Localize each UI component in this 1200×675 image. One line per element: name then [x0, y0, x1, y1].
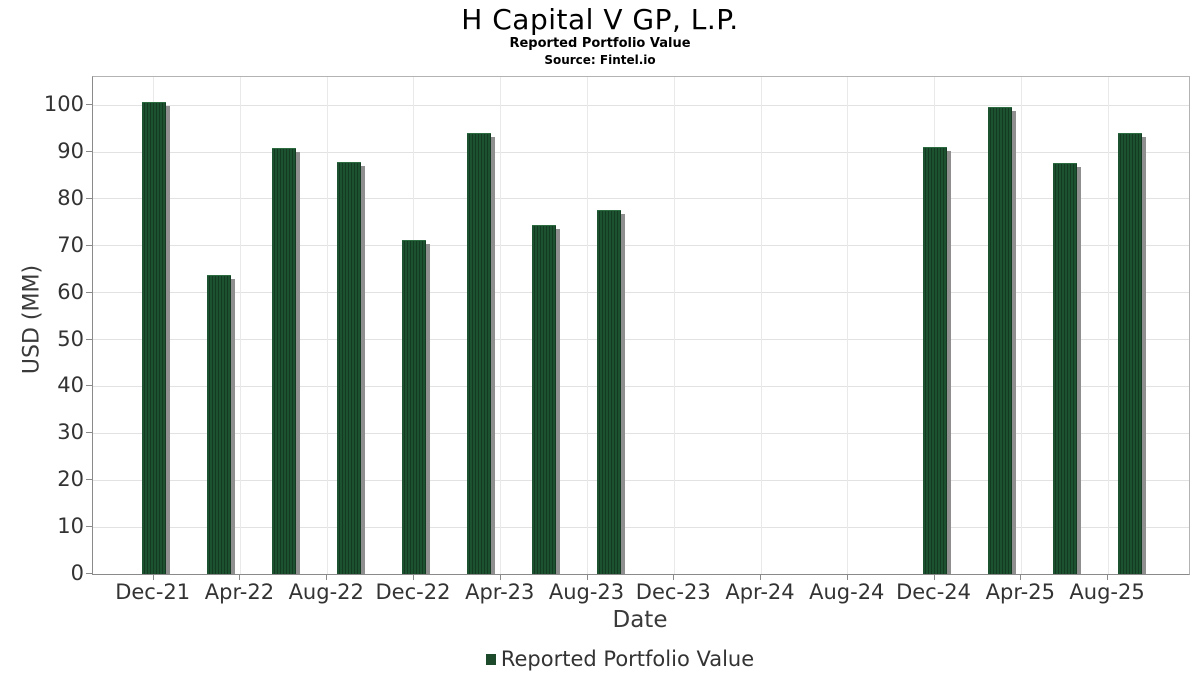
- y-tick-label: 50: [57, 326, 84, 351]
- x-tick-label: Dec-23: [635, 580, 711, 604]
- chart-source: Source: Fintel.io: [544, 53, 656, 67]
- legend-label: Reported Portfolio Value: [500, 647, 755, 671]
- v-gridline: [239, 77, 241, 574]
- x-tick-label: Aug-22: [288, 580, 364, 604]
- y-tick-mark: [86, 385, 92, 387]
- v-gridline: [1107, 77, 1109, 574]
- h-gridline: [93, 104, 1189, 106]
- v-gridline: [500, 77, 502, 574]
- v-gridline: [847, 77, 849, 574]
- bar-mar-23: [467, 132, 492, 574]
- chart-subtitle: Reported Portfolio Value: [509, 36, 691, 51]
- v-gridline: [326, 77, 328, 574]
- x-tick-mark: [152, 574, 154, 580]
- x-tick-label: Dec-22: [375, 580, 451, 604]
- v-gridline: [760, 77, 762, 574]
- x-tick-mark: [586, 574, 588, 580]
- h-gridline: [93, 479, 1189, 481]
- x-tick-label: Dec-21: [115, 580, 191, 604]
- x-axis-title: Date: [612, 607, 668, 633]
- v-gridline: [673, 77, 675, 574]
- x-tick-mark: [846, 574, 848, 580]
- x-tick-mark: [412, 574, 414, 580]
- y-tick-label: 90: [57, 139, 84, 164]
- bar-jun-22: [271, 148, 296, 574]
- plot-area: [92, 76, 1190, 575]
- x-tick-mark: [1107, 574, 1109, 580]
- h-gridline: [93, 385, 1189, 387]
- x-tick-mark: [933, 574, 935, 580]
- x-tick-label: Dec-24: [896, 580, 971, 604]
- x-tick-mark: [673, 574, 675, 580]
- y-tick-mark: [86, 432, 92, 434]
- bar-jun-23: [532, 225, 557, 574]
- y-tick-mark: [86, 151, 92, 153]
- y-tick-label: 10: [57, 514, 84, 539]
- x-tick-label: Apr-25: [985, 580, 1055, 604]
- y-tick-mark: [86, 338, 92, 340]
- h-gridline: [93, 151, 1189, 153]
- x-tick-mark: [760, 574, 762, 580]
- h-gridline: [93, 292, 1189, 294]
- bar-sep-25: [1117, 133, 1142, 574]
- x-tick-label: Aug-23: [548, 580, 625, 604]
- y-tick-mark: [86, 573, 92, 574]
- chart-title: H Capital V GP, L.P.: [461, 3, 739, 36]
- bar-dec-24: [922, 146, 947, 574]
- h-gridline: [93, 245, 1189, 247]
- y-tick-label: 40: [57, 373, 84, 398]
- y-tick-mark: [86, 526, 92, 528]
- h-gridline: [93, 339, 1189, 341]
- x-tick-mark: [326, 574, 328, 580]
- y-tick-label: 60: [57, 279, 84, 304]
- v-gridline: [1020, 77, 1022, 574]
- bar-dec-21: [141, 101, 166, 574]
- y-tick-label: 100: [43, 92, 84, 117]
- bar-sep-22: [336, 161, 361, 574]
- y-tick-label: 30: [57, 420, 84, 445]
- bar-sep-23: [597, 210, 622, 574]
- legend: Reported Portfolio Value: [0, 647, 1200, 671]
- y-tick-label: 70: [57, 232, 84, 257]
- x-tick-mark: [1020, 574, 1022, 580]
- y-tick-label: 0: [70, 561, 84, 585]
- v-gridline: [587, 77, 588, 574]
- x-tick-mark: [499, 574, 501, 580]
- x-tick-mark: [239, 574, 241, 580]
- y-tick-mark: [86, 479, 92, 481]
- h-gridline: [93, 432, 1189, 434]
- bar-mar-22: [206, 274, 231, 574]
- h-gridline: [93, 526, 1189, 528]
- y-tick-mark: [86, 104, 92, 106]
- h-gridline: [93, 198, 1189, 200]
- x-tick-label: Apr-23: [465, 580, 535, 604]
- x-tick-label: Apr-22: [204, 580, 275, 604]
- x-tick-label: Apr-24: [725, 580, 795, 604]
- y-tick-label: 20: [57, 467, 84, 492]
- y-tick-mark: [86, 291, 92, 293]
- bar-mar-25: [987, 107, 1012, 574]
- x-tick-label: Aug-25: [1069, 580, 1145, 604]
- x-tick-label: Aug-24: [809, 580, 885, 604]
- y-tick-mark: [86, 244, 92, 246]
- y-axis-title: USD (MM): [19, 264, 45, 375]
- y-tick-label: 80: [57, 185, 84, 210]
- y-tick-mark: [86, 197, 92, 199]
- bar-jun-25: [1052, 162, 1077, 574]
- bar-dec-22: [401, 240, 426, 574]
- legend-swatch-icon: [485, 653, 496, 665]
